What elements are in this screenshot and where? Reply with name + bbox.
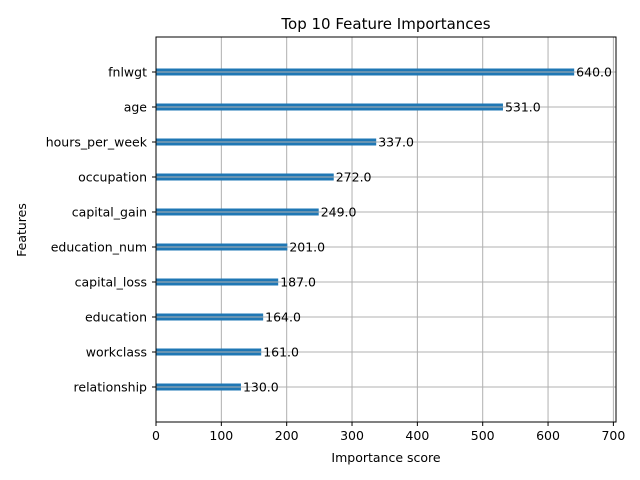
x-tick-label: 0 [152, 428, 160, 443]
data-label-age: 531.0 [505, 100, 541, 115]
y-tick-label: fnlwgt [108, 65, 147, 80]
data-label-education: 164.0 [265, 310, 301, 325]
y-axis-ticks: fnlwgt age hours_per_week occupation capital… [46, 65, 156, 395]
x-tick-label: 400 [405, 428, 429, 443]
y-tick-label: relationship [74, 380, 148, 395]
x-tick-label: 300 [340, 428, 364, 443]
x-axis-title: Importance score [331, 450, 441, 465]
y-tick-label: hours_per_week [46, 135, 148, 150]
data-label-hours_per_week: 337.0 [378, 135, 414, 150]
y-tick-label: capital_gain [72, 205, 147, 220]
y-tick-label: education [85, 310, 147, 325]
data-label-education_num: 201.0 [289, 240, 325, 255]
x-tick-label: 200 [275, 428, 299, 443]
y-axis-title: Features [14, 203, 29, 257]
data-label-workclass: 161.0 [263, 345, 299, 360]
chart-title: Top 10 Feature Importances [280, 15, 490, 33]
data-labels: 640.0 531.0 337.0 272.0 249.0 201.0 187.0 164.0… [243, 65, 612, 395]
grid-lines [155, 37, 616, 422]
plot-frame [155, 36, 617, 423]
x-tick-label: 100 [209, 428, 233, 443]
y-tick-label: education_num [51, 240, 147, 255]
data-label-fnlwgt: 640.0 [576, 65, 612, 80]
x-axis-ticks: 0 100 200 300 400 500 600 700 [152, 422, 625, 443]
y-tick-label: capital_loss [75, 275, 147, 290]
y-tick-label: age [124, 100, 148, 115]
bars [156, 68, 575, 391]
data-label-relationship: 130.0 [243, 380, 279, 395]
data-label-capital_gain: 249.0 [321, 205, 357, 220]
x-tick-label: 700 [601, 428, 625, 443]
x-tick-label: 500 [471, 428, 495, 443]
y-tick-label: workclass [86, 345, 147, 360]
x-tick-label: 600 [536, 428, 560, 443]
y-tick-label: occupation [78, 170, 147, 185]
data-label-capital_loss: 187.0 [280, 275, 316, 290]
data-label-occupation: 272.0 [336, 170, 372, 185]
